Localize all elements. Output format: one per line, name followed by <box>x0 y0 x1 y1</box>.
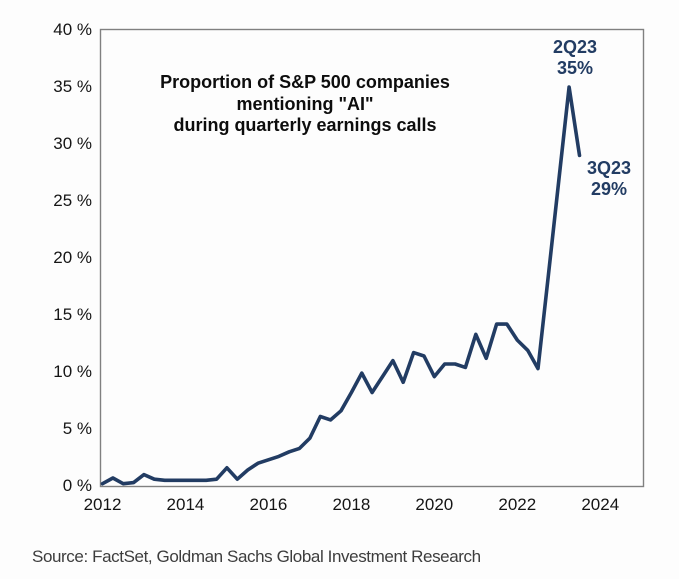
annotation-3q23: 3Q23 29% <box>577 158 641 200</box>
x-tick-label: 2022 <box>498 495 537 514</box>
y-tick-label: 25 % <box>53 191 92 210</box>
annotation-2q23-label: 2Q23 <box>552 37 598 57</box>
chart-title: Proportion of S&P 500 companies mentioni… <box>148 72 462 137</box>
annotation-2q23: 2Q23 35% <box>543 37 607 79</box>
y-tick-label: 35 % <box>53 77 92 96</box>
plot-border <box>99 28 645 488</box>
x-tick-label: 2012 <box>83 495 122 514</box>
annotation-2q23-value: 35% <box>556 58 594 78</box>
y-tick-label: 0 % <box>62 476 92 495</box>
y-tick-label: 10 % <box>53 362 92 381</box>
y-tick-label: 15 % <box>53 305 92 324</box>
x-tick-label: 2024 <box>581 495 620 514</box>
chart-title-line-2: mentioning "AI" <box>236 93 374 114</box>
y-tick-label: 5 % <box>62 419 92 438</box>
chart-title-line-1: Proportion of S&P 500 companies <box>160 72 450 92</box>
source-note: Source: FactSet, Goldman Sachs Global In… <box>32 547 481 566</box>
x-tick-label: 2016 <box>249 495 288 514</box>
y-tick-label: 30 % <box>53 134 92 153</box>
x-tick-label: 2020 <box>415 495 454 514</box>
y-tick-label: 20 % <box>53 248 92 267</box>
annotation-3q23-label: 3Q23 <box>586 158 632 178</box>
data-line-ai-mentions <box>100 85 582 486</box>
chart-title-line-3: during quarterly earnings calls <box>173 115 437 135</box>
x-tick-label: 2018 <box>332 495 371 514</box>
annotation-3q23-value: 29% <box>590 179 628 199</box>
x-tick-label: 2014 <box>166 495 205 514</box>
y-tick-label: 40 % <box>53 20 92 39</box>
